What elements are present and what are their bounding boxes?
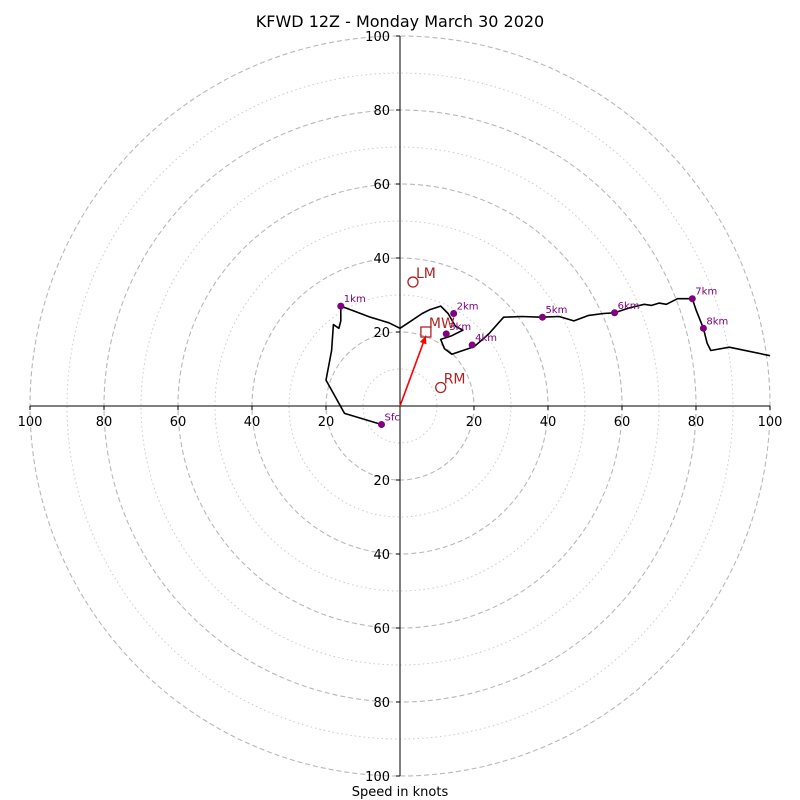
height-marker-2km [450,310,458,317]
y-tick-label: 60 [373,622,390,637]
height-marker-3km [442,330,450,338]
x-tick-label: 80 [96,415,113,430]
x-tick-label: 60 [170,415,187,430]
x-tick-label: 60 [614,415,631,430]
height-marker-1km [337,302,345,310]
height-marker-label: Sfc [385,413,400,424]
x-tick-labels: 100 80 60 40 20 20 40 60 80 100 [18,406,783,430]
storm-motion-label: RM [444,372,466,388]
height-marker-6km [611,309,619,317]
height-marker-label: 6km [618,301,640,312]
x-tick-label: 40 [540,415,557,430]
y-tick-label: 100 [365,770,390,785]
height-marker-label: 1km [344,294,366,305]
storm-motion-mw [420,326,432,338]
height-marker-5km [538,313,546,321]
y-tick-label: 100 [365,30,390,45]
storm-motion-label: MW [429,316,455,332]
height-marker-label: 8km [706,316,728,327]
x-axis-label: Speed in knots [352,785,449,800]
height-marker-7km [688,295,696,303]
y-tick-label: 20 [373,474,390,489]
y-tick-label: 40 [373,548,390,563]
height-marker-8km [699,324,707,332]
storm-motion-lm [407,276,419,288]
height-marker-sfc [378,421,385,428]
height-marker-4km [468,341,476,349]
height-markers: Sfc 1km 2km 3km 4km 5km 6km 7km 8km [337,287,728,428]
height-marker-label: 4km [475,333,497,344]
shear-vector-line [399,335,427,407]
x-tick-label: 80 [688,415,705,430]
chart-title: KFWD 12Z - Monday March 30 2020 [256,12,544,31]
shear-vector-arrowhead [419,335,427,345]
height-marker-label: 7km [695,287,717,298]
storm-motion-markers: LM MW RM [407,266,466,394]
x-tick-label: 100 [18,415,43,430]
storm-motion-rm [435,381,447,394]
y-tick-label: 60 [373,178,390,193]
x-tick-label: 20 [466,415,483,430]
y-tick-label: 80 [373,696,390,711]
y-tick-label: 20 [373,326,390,341]
x-tick-label: 100 [758,415,783,430]
storm-motion-label: LM [416,266,436,282]
y-tick-labels: 100 80 60 40 20 20 40 60 80 100 [365,30,400,785]
height-marker-label: 5km [545,305,567,316]
height-marker-label: 3km [449,322,471,333]
shear-vector [399,335,427,407]
x-tick-label: 20 [318,415,335,430]
y-tick-label: 80 [373,104,390,119]
height-marker-label: 2km [457,302,479,313]
x-tick-label: 40 [244,415,261,430]
y-tick-label: 40 [373,252,390,267]
